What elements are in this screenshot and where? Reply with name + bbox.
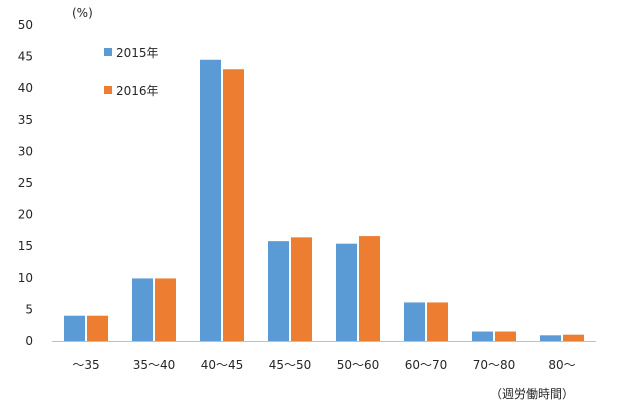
bar xyxy=(472,331,493,341)
y-tick-label: 35 xyxy=(18,113,33,127)
x-tick-label: 60～70 xyxy=(405,358,448,372)
y-tick-label: 45 xyxy=(18,50,33,64)
bar xyxy=(132,278,153,341)
legend-label: 2016年 xyxy=(116,84,159,98)
y-tick-label: 40 xyxy=(18,81,33,95)
y-tick-label: 50 xyxy=(18,18,33,32)
y-axis-ticks: 0 5 10 15 20 25 30 35 40 45 50 xyxy=(18,18,33,348)
y-tick-label: 25 xyxy=(18,176,33,190)
bar xyxy=(268,241,289,341)
bar xyxy=(540,335,561,341)
bar xyxy=(200,59,221,341)
bar xyxy=(291,237,312,341)
x-tick-label: 50～60 xyxy=(337,358,380,372)
bar xyxy=(359,236,380,341)
x-tick-label: 70～80 xyxy=(473,358,516,372)
y-tick-label: 10 xyxy=(18,271,33,285)
bars xyxy=(64,59,584,342)
x-unit-label: （週労働時間） xyxy=(490,387,574,401)
x-tick-label: 40～45 xyxy=(201,358,244,372)
legend-label: 2015年 xyxy=(116,46,159,60)
legend-swatch xyxy=(104,48,112,56)
x-tick-label: 35～40 xyxy=(133,358,176,372)
y-tick-label: 20 xyxy=(18,208,33,222)
bar xyxy=(495,331,516,341)
x-tick-label: 45～50 xyxy=(269,358,312,372)
y-unit-label: (%) xyxy=(72,6,93,20)
bar xyxy=(223,69,244,342)
bar xyxy=(336,243,357,341)
y-tick-label: 30 xyxy=(18,144,33,158)
bar xyxy=(87,315,108,341)
y-tick-label: 5 xyxy=(25,302,33,316)
x-tick-label: 80～ xyxy=(548,358,575,372)
bar xyxy=(427,302,448,341)
bar xyxy=(563,334,584,341)
y-tick-label: 15 xyxy=(18,239,33,253)
x-axis-ticks: ～35 35～40 40～45 45～50 50～60 60～70 70～80 80～ xyxy=(72,358,575,372)
bar xyxy=(404,302,425,341)
y-tick-label: 0 xyxy=(25,334,33,348)
legend: 2015年 2016年 xyxy=(104,46,159,98)
legend-swatch xyxy=(104,86,112,94)
bar xyxy=(64,315,85,341)
x-tick-label: ～35 xyxy=(72,358,99,372)
bar xyxy=(155,278,176,341)
